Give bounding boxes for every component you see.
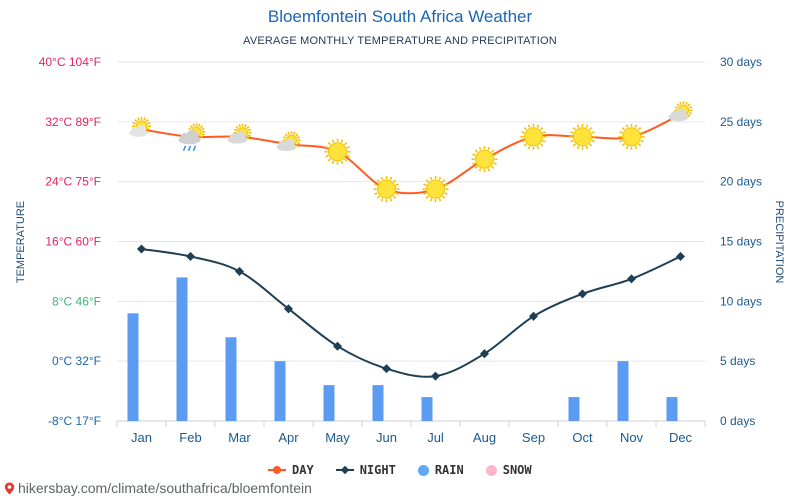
partly-cloudy-weather-icon	[276, 131, 301, 152]
y-tick-label-right: 5 days	[720, 354, 755, 368]
legend-label-rain: RAIN	[434, 463, 464, 477]
y-tick-label-right: 25 days	[720, 115, 762, 129]
partly-cloudy-weather-icon	[668, 101, 693, 122]
x-tick-label: Aug	[473, 430, 496, 445]
legend-item-rain[interactable]: RAIN	[417, 463, 464, 477]
night-point	[185, 251, 196, 261]
chart-title: Bloemfontein South Africa Weather	[267, 7, 533, 26]
x-tick-label: Jan	[131, 430, 152, 445]
partly-cloudy-weather-icon	[227, 123, 252, 144]
sunny-weather-icon	[324, 138, 351, 165]
rain-bar	[666, 397, 678, 421]
x-tick-label: Dec	[669, 430, 693, 445]
snow-swatch-icon	[485, 464, 497, 476]
y-tick-label-left: 8°C 46°F	[52, 294, 101, 308]
day-swatch-icon	[268, 466, 286, 474]
y-tick-label-left: -8°C 17°F	[48, 414, 101, 428]
sunny-weather-icon	[520, 123, 547, 150]
night-point	[430, 371, 441, 381]
rain-swatch-icon	[417, 464, 429, 476]
sunny-weather-icon	[471, 146, 498, 173]
x-tick-label: Feb	[179, 430, 201, 445]
rain-bar	[176, 277, 188, 421]
legend-item-snow[interactable]: SNOW	[485, 463, 532, 477]
x-tick-label: Apr	[278, 430, 299, 445]
y-tick-label-left: 0°C 32°F	[52, 354, 101, 368]
night-point	[675, 251, 686, 261]
y-tick-label-right: 10 days	[720, 294, 762, 308]
y-tick-label-right: 20 days	[720, 175, 762, 189]
rain-bar	[421, 397, 433, 421]
legend-label-day: DAY	[292, 463, 314, 477]
rain-bar	[274, 361, 286, 421]
y-tick-label-left: 40°C 104°F	[39, 55, 101, 69]
rain-bar	[225, 337, 237, 421]
night-point	[136, 244, 147, 254]
sunny-weather-icon	[618, 123, 645, 150]
chart-subtitle: AVERAGE MONTHLY TEMPERATURE AND PRECIPIT…	[243, 35, 557, 47]
legend-label-night: NIGHT	[359, 463, 396, 477]
x-tick-label: Mar	[228, 430, 251, 445]
footer: hikersbay.com/climate/southafrica/bloemf…	[4, 480, 312, 496]
y-tick-label-left: 32°C 89°F	[45, 115, 101, 129]
night-point	[234, 266, 245, 276]
x-tick-label: Jul	[427, 430, 444, 445]
rain-bar	[127, 313, 139, 421]
x-tick-label: May	[325, 430, 350, 445]
map-pin-icon	[4, 482, 15, 494]
footer-link[interactable]: hikersbay.com/climate/southafrica/bloemf…	[18, 480, 312, 496]
legend-item-day[interactable]: DAY	[268, 463, 314, 477]
legend-label-snow: SNOW	[502, 463, 532, 477]
y-tick-label-left: 24°C 75°F	[45, 175, 101, 189]
y-tick-label-right: 0 days	[720, 414, 755, 428]
night-line	[141, 247, 681, 378]
x-tick-label: Sep	[522, 430, 545, 445]
y-axis-title-left: TEMPERATURE	[15, 201, 27, 283]
sunny-weather-icon	[373, 176, 400, 203]
legend: DAY NIGHT RAIN SNOW	[268, 463, 532, 477]
y-tick-label-right: 30 days	[720, 55, 762, 69]
x-tick-label: Nov	[620, 430, 644, 445]
y-axis-title-right: PRECIPITATION	[773, 201, 785, 284]
night-point	[577, 289, 588, 299]
rain-bar	[323, 385, 335, 421]
sunny-weather-icon	[569, 123, 596, 150]
legend-item-night[interactable]: NIGHT	[335, 463, 396, 477]
night-swatch-icon	[335, 469, 354, 471]
rain-cloud-weather-icon	[178, 123, 205, 152]
y-tick-label-left: 16°C 60°F	[45, 235, 101, 249]
partly-sunny-weather-icon	[129, 116, 151, 137]
y-tick-label-right: 15 days	[720, 235, 762, 249]
rain-bar	[617, 361, 629, 421]
x-tick-label: Oct	[572, 430, 593, 445]
x-tick-label: Jun	[376, 430, 397, 445]
night-point	[381, 364, 392, 374]
rain-bar	[568, 397, 580, 421]
sunny-weather-icon	[422, 176, 449, 203]
night-point	[528, 311, 539, 321]
rain-bar	[372, 385, 384, 421]
night-point	[626, 274, 637, 284]
